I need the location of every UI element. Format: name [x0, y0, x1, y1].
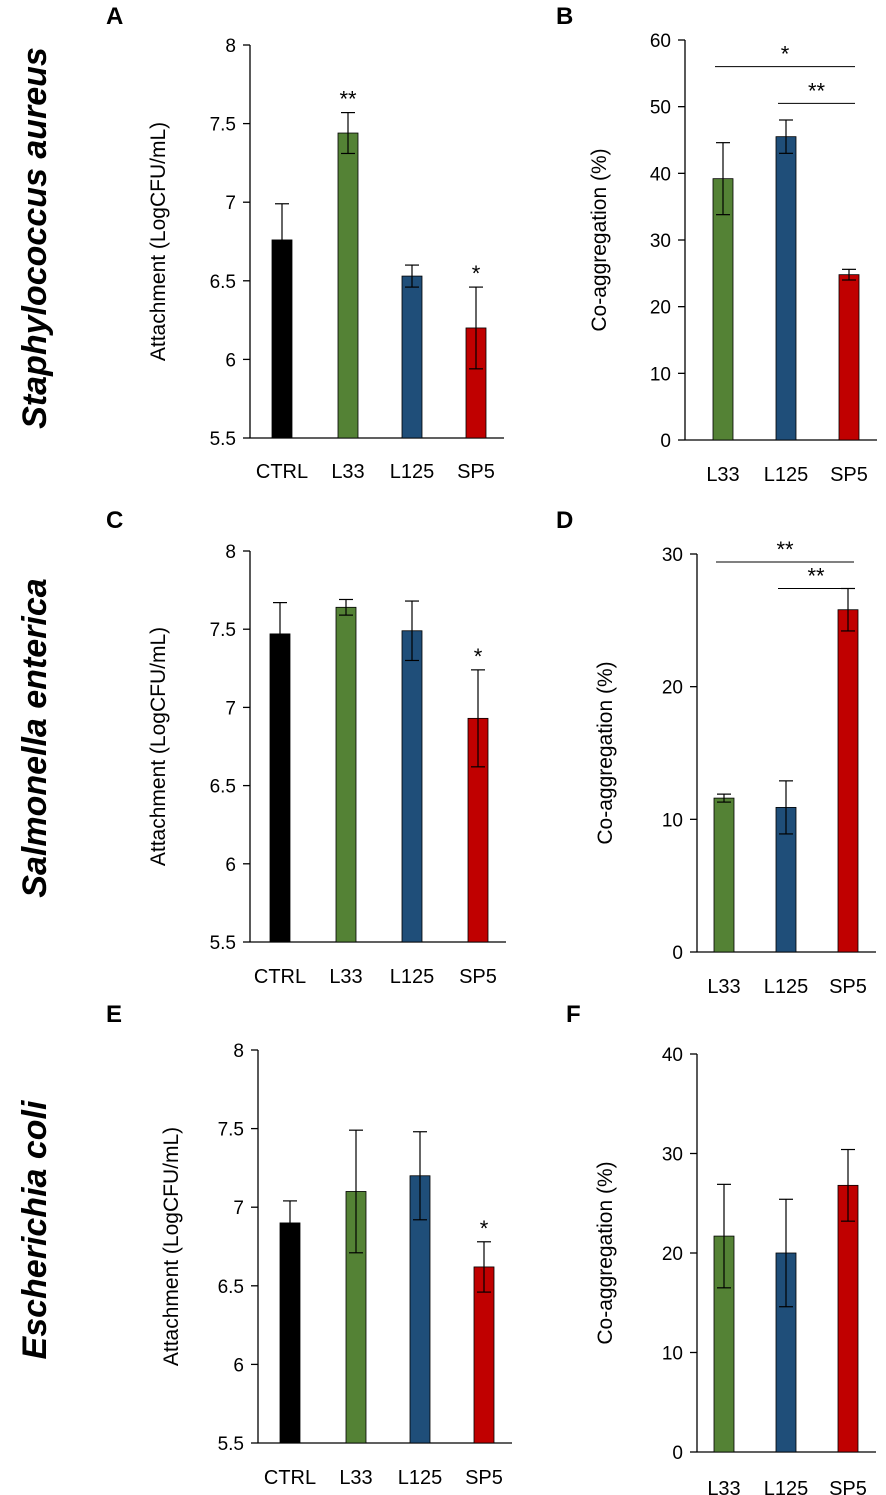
bar-ctrl	[279, 1222, 301, 1444]
y-tick-label: 0	[672, 943, 683, 964]
bracket-significance-marker: *	[781, 42, 790, 67]
x-tick-label: L33	[707, 976, 740, 998]
species-label-salmonella: Salmonella enterica	[16, 578, 54, 897]
x-tick-label: CTRL	[254, 966, 306, 988]
significance-marker: *	[472, 261, 481, 286]
x-tick-label: SP5	[457, 461, 495, 483]
bar-l33	[337, 132, 359, 439]
bar-l125	[401, 275, 423, 439]
y-tick-label: 7	[225, 193, 236, 214]
y-tick-label: 6	[233, 1355, 244, 1376]
y-tick-label: 30	[662, 545, 683, 566]
y-tick-label: 6.5	[210, 777, 236, 798]
y-axis-label: Attachment (LogCFU/mL)	[147, 627, 170, 866]
y-tick-label: 8	[225, 542, 236, 563]
y-tick-label: 6	[225, 855, 236, 876]
bar-l125	[401, 630, 423, 943]
chart-panel-d: 0 10 20 30 Co-aggregation (%) L33 L125 SP5 ** **	[594, 537, 876, 998]
panel-letter-b: B	[556, 3, 573, 30]
panel-letter-f: F	[566, 1001, 581, 1028]
panel-letter-e: E	[106, 1001, 122, 1028]
y-tick-label: 20	[650, 298, 671, 319]
bar-ctrl	[269, 633, 291, 943]
y-tick-label: 30	[650, 231, 671, 252]
y-axis-label: Co-aggregation (%)	[588, 148, 611, 331]
significance-marker: **	[339, 87, 357, 112]
bar-l125	[775, 136, 797, 441]
y-tick-label: 10	[662, 1344, 683, 1365]
significance-marker: *	[474, 644, 483, 669]
chart-panel-b: 0 10 20 30 40 50 60 Co-aggregation (%) L33 L125 SP…	[588, 31, 877, 486]
x-tick-label: L33	[707, 1478, 740, 1495]
panel-letter-c: C	[106, 507, 123, 534]
bar-sp5	[838, 274, 860, 441]
bracket-significance-marker: **	[807, 563, 825, 588]
bar-sp5	[473, 1266, 495, 1444]
y-tick-label: 6	[225, 350, 236, 371]
y-axis-label: Attachment (LogCFU/mL)	[147, 122, 170, 361]
y-tick-label: 0	[660, 431, 671, 452]
x-tick-label: CTRL	[256, 461, 308, 483]
bracket-significance-marker: **	[776, 537, 794, 562]
y-tick-label: 5.5	[218, 1434, 244, 1455]
x-tick-label: L33	[706, 464, 739, 486]
species-label-staphylococcus: Staphylococcus aureus	[16, 47, 54, 429]
panel-letter-a: A	[106, 3, 123, 30]
y-tick-label: 10	[650, 364, 671, 385]
x-tick-label: L33	[339, 1467, 372, 1489]
bar-sp5	[837, 1184, 859, 1453]
x-tick-label: SP5	[459, 966, 497, 988]
bar-sp5	[837, 609, 859, 953]
y-tick-label: 7	[225, 698, 236, 719]
y-tick-label: 40	[662, 1045, 683, 1066]
bar-l33	[335, 606, 357, 943]
x-tick-label: L33	[329, 966, 362, 988]
bar-l33	[713, 797, 735, 953]
y-tick-label: 5.5	[210, 429, 236, 450]
chart-panel-e: 5.5 6 6.5 7 7.5 8 Attachment (LogCFU/mL) CTRL L3…	[160, 1041, 512, 1489]
bar-l33	[712, 178, 734, 441]
y-tick-label: 7.5	[218, 1120, 244, 1141]
x-tick-label: L125	[398, 1467, 443, 1489]
y-tick-label: 7.5	[210, 620, 236, 641]
chart-panel-c: 5.5 6 6.5 7 7.5 8 Attachment (LogCFU/mL) CTRL L3…	[147, 542, 506, 988]
y-tick-label: 7.5	[210, 115, 236, 136]
y-axis-label: Attachment (LogCFU/mL)	[160, 1127, 183, 1366]
y-axis-label: Co-aggregation (%)	[594, 1161, 617, 1344]
x-tick-label: L125	[764, 1478, 809, 1495]
y-tick-label: 60	[650, 31, 671, 52]
y-tick-label: 6.5	[210, 272, 236, 293]
x-tick-label: SP5	[465, 1467, 503, 1489]
x-tick-label: L125	[390, 461, 435, 483]
y-tick-label: 20	[662, 1244, 683, 1265]
x-tick-label: L125	[390, 966, 435, 988]
y-tick-label: 8	[233, 1041, 244, 1062]
y-tick-label: 0	[672, 1443, 683, 1464]
y-tick-label: 30	[662, 1145, 683, 1166]
chart-panel-f: 0 10 20 30 40 Co-aggregation (%) L33 L125 SP5	[594, 1045, 876, 1495]
y-tick-label: 50	[650, 98, 671, 119]
y-tick-label: 40	[650, 164, 671, 185]
x-tick-label: CTRL	[264, 1467, 316, 1489]
y-tick-label: 20	[662, 678, 683, 699]
x-tick-label: L125	[764, 464, 809, 486]
x-tick-label: L125	[764, 976, 809, 998]
y-tick-label: 7	[233, 1198, 244, 1219]
y-tick-label: 5.5	[210, 933, 236, 954]
y-tick-label: 10	[662, 810, 683, 831]
significance-marker: *	[480, 1216, 489, 1241]
x-tick-label: SP5	[829, 976, 867, 998]
x-tick-label: SP5	[830, 464, 868, 486]
x-tick-label: L33	[331, 461, 364, 483]
bracket-significance-marker: **	[808, 78, 826, 103]
panel-letter-d: D	[556, 507, 573, 534]
y-tick-label: 6.5	[218, 1277, 244, 1298]
x-tick-label: SP5	[829, 1478, 867, 1495]
species-label-escherichia: Escherichia coli	[16, 1099, 54, 1359]
y-axis-label: Co-aggregation (%)	[594, 661, 617, 844]
y-tick-label: 8	[225, 36, 236, 57]
